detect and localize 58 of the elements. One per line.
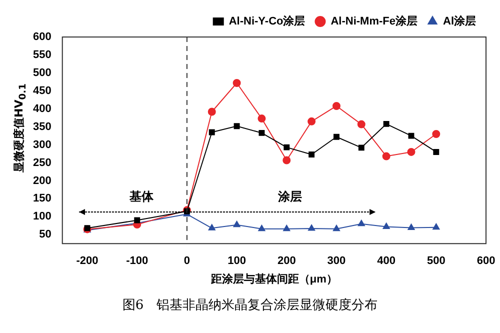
point — [258, 130, 265, 136]
point — [308, 152, 315, 158]
y-tick-label: 350 — [32, 120, 52, 133]
point — [208, 108, 216, 116]
point — [308, 117, 316, 126]
annotation: 涂层 — [276, 190, 302, 204]
annotation: 基体 — [128, 190, 155, 204]
point — [408, 224, 415, 230]
x-tick-label: 600 — [476, 255, 496, 268]
point — [283, 224, 290, 232]
point — [357, 120, 366, 128]
x-tick-label: 300 — [327, 255, 346, 268]
x-tick-label: -200 — [76, 255, 98, 268]
point — [233, 220, 240, 228]
point — [308, 224, 316, 231]
x-tick-label: -100 — [126, 255, 148, 268]
point — [358, 144, 364, 151]
y-tick-label: 450 — [32, 84, 52, 97]
legend-label: Al-Ni-Y-Co涂层 — [228, 14, 306, 28]
point — [258, 114, 266, 123]
point — [382, 152, 390, 160]
point — [334, 134, 340, 140]
x-tick-label: 500 — [426, 255, 446, 268]
y-tick-label: 150 — [32, 192, 52, 205]
x-axis-title: 距涂层与基体间距（μm） — [210, 272, 338, 286]
legend-label: Al-Ni-Mm-Fe涂层 — [330, 14, 418, 28]
point — [407, 148, 416, 156]
point — [383, 120, 390, 127]
y-tick-label: 200 — [32, 174, 52, 187]
point — [208, 129, 215, 136]
x-tick-label: 400 — [377, 255, 396, 268]
point — [408, 132, 414, 139]
y-tick-label: 250 — [32, 156, 52, 169]
text: 图6 铝基非晶纳米晶复合涂层显微硬度分布 — [121, 297, 379, 314]
y-tick-label: 550 — [32, 48, 52, 61]
point — [234, 123, 240, 130]
legend-label: Al涂层 — [443, 14, 476, 28]
point — [358, 220, 365, 226]
y-tick-label: 300 — [32, 138, 52, 151]
point — [282, 156, 291, 164]
point — [208, 224, 216, 230]
y-tick-label: 400 — [32, 102, 52, 115]
point — [433, 149, 440, 155]
point — [432, 130, 440, 138]
point — [382, 222, 390, 229]
point — [432, 223, 440, 230]
point — [258, 224, 266, 232]
point — [232, 78, 241, 87]
y-tick-label: 50 — [39, 228, 52, 241]
x-tick-label: 0 — [184, 255, 190, 268]
point — [332, 102, 340, 110]
y-tick-label: 600 — [32, 31, 52, 44]
point — [332, 224, 340, 232]
y-tick-label: 100 — [32, 210, 52, 223]
x-tick-label: 200 — [277, 255, 296, 268]
x-tick-label: 100 — [228, 255, 246, 268]
y-tick-label: 500 — [32, 66, 52, 79]
point — [284, 144, 290, 150]
